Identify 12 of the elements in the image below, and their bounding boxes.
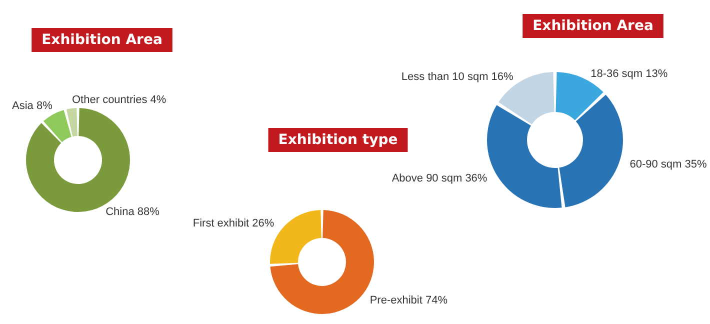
slice-label: China 88% — [106, 206, 160, 218]
chart-title: Exhibition Area — [42, 32, 162, 48]
slice-label: 18-36 sqm 13% — [590, 68, 668, 80]
slice-label: Pre-exhibit 74% — [370, 294, 448, 306]
chart-title: Exhibition type — [278, 132, 398, 148]
slice-label: 60-90 sqm 35% — [630, 158, 708, 170]
slice-label: Other countries 4% — [72, 94, 166, 106]
slice-label: First exhibit 26% — [192, 218, 274, 230]
slice-label: Asia 8% — [12, 100, 53, 112]
slice-label: Less than 10 sqm 16% — [401, 70, 514, 83]
slice-label: Above 90 sqm 36% — [392, 172, 488, 185]
chart-title: Exhibition Area — [532, 18, 654, 34]
